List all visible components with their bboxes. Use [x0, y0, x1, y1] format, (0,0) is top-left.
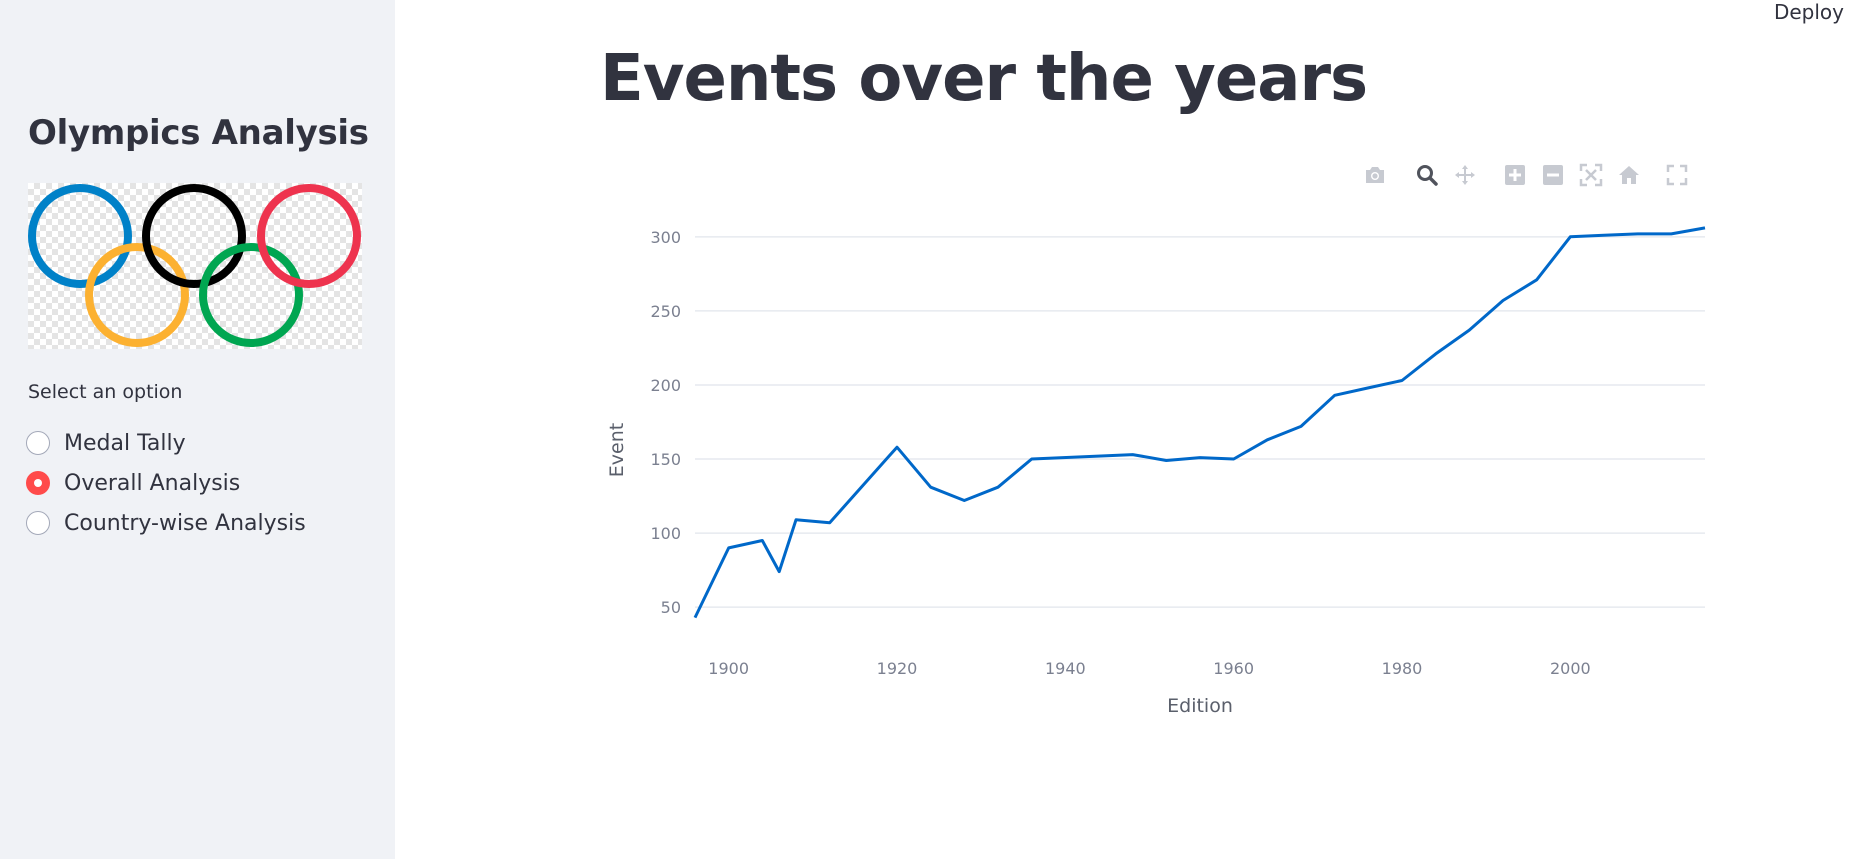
page-title: Events over the years — [600, 42, 1368, 116]
pan-icon[interactable] — [1450, 160, 1480, 190]
sidebar: Olympics Analysis Select an option Medal… — [0, 0, 395, 859]
radio-option-country-wise-analysis[interactable]: Country-wise Analysis — [26, 503, 306, 543]
deploy-button[interactable]: Deploy — [1773, 0, 1844, 24]
events-line-chart[interactable]: 50 100 150 200 250 300 1900 1920 1940 1960 1980 20… — [595, 210, 1715, 834]
ring-green — [199, 243, 303, 347]
x-tick-label: 1900 — [708, 659, 749, 678]
y-tick-label: 250 — [650, 302, 681, 321]
grid-lines — [695, 236, 1705, 608]
sidebar-title: Olympics Analysis — [28, 113, 369, 153]
radio-button[interactable] — [26, 431, 50, 455]
y-tick-label: 200 — [650, 376, 681, 395]
radio-button[interactable] — [26, 511, 50, 535]
x-tick-label: 1960 — [1213, 659, 1254, 678]
x-tick-label: 1980 — [1382, 659, 1423, 678]
x-tick-labels: 1900 1920 1940 1960 1980 2000 — [708, 659, 1590, 678]
ring-black — [142, 184, 246, 288]
y-tick-label: 150 — [650, 450, 681, 469]
radio-option-medal-tally[interactable]: Medal Tally — [26, 423, 306, 463]
events-series-line — [693, 226, 1706, 619]
y-tick-label: 100 — [650, 524, 681, 543]
fullscreen-icon[interactable] — [1662, 160, 1692, 190]
zoom-in-icon[interactable] — [1500, 160, 1530, 190]
radio-group-label: Select an option — [28, 381, 183, 403]
y-axis-label: Event — [606, 423, 628, 477]
zoom-out-icon[interactable] — [1538, 160, 1568, 190]
ring-red — [257, 184, 361, 288]
y-tick-label: 50 — [661, 598, 681, 617]
radio-option-label: Overall Analysis — [64, 470, 241, 496]
radio-option-overall-analysis[interactable]: Overall Analysis — [26, 463, 306, 503]
radio-option-label: Medal Tally — [64, 430, 186, 456]
radio-button-selected[interactable] — [26, 471, 50, 495]
x-tick-label: 1920 — [877, 659, 918, 678]
y-tick-labels: 50 100 150 200 250 300 — [650, 228, 681, 617]
zoom-icon[interactable] — [1412, 160, 1442, 190]
series-line — [693, 226, 1706, 619]
radio-option-label: Country-wise Analysis — [64, 510, 306, 536]
ring-blue — [28, 184, 132, 288]
x-tick-label: 2000 — [1550, 659, 1591, 678]
ring-yellow — [85, 243, 189, 347]
x-axis-label: Edition — [1167, 695, 1233, 717]
autoscale-icon[interactable] — [1576, 160, 1606, 190]
camera-icon[interactable] — [1360, 160, 1390, 190]
olympic-rings-icon — [28, 183, 362, 349]
x-tick-label: 1940 — [1045, 659, 1086, 678]
option-radio-group: Medal Tally Overall Analysis Country-wis… — [26, 423, 306, 543]
home-icon[interactable] — [1614, 160, 1644, 190]
y-tick-label: 300 — [650, 228, 681, 247]
